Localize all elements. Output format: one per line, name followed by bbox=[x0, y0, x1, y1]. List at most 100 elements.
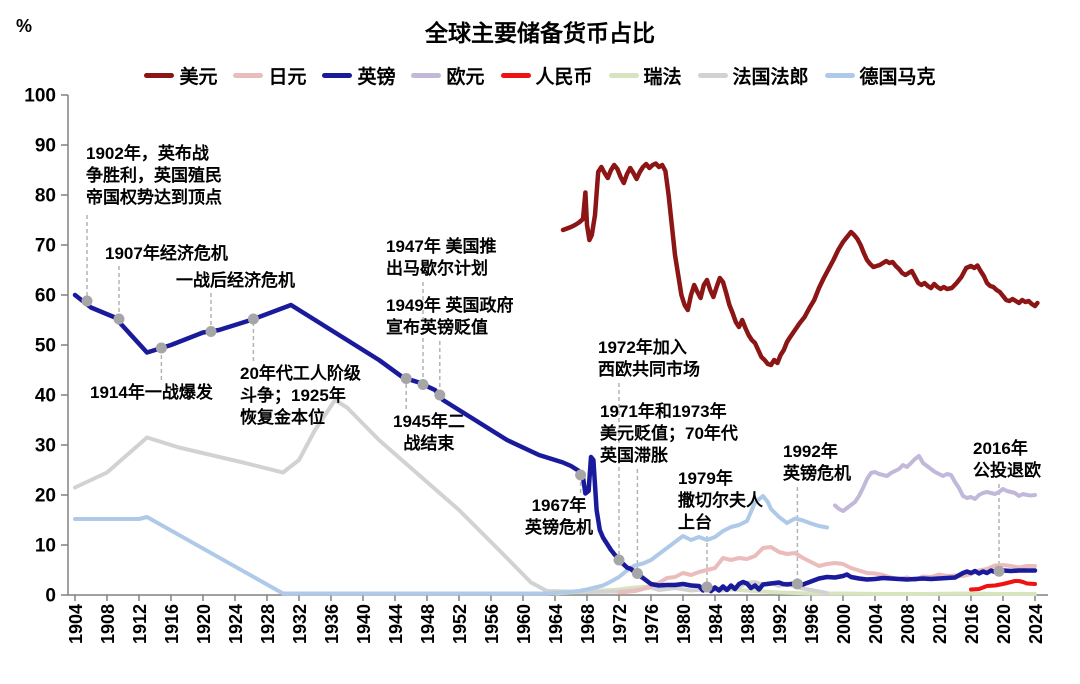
y-tick-label: 30 bbox=[35, 436, 56, 457]
annotation-1971-1973: 1971年和1973年 美元贬值；70年代 英国滞胀 bbox=[600, 402, 738, 465]
line-eur bbox=[833, 454, 1037, 513]
chart-title: 全球主要储备货币占比 bbox=[425, 20, 655, 46]
x-tick-label: 1972 bbox=[610, 604, 630, 644]
annotation-1967: 1967年 英镑危机 bbox=[525, 496, 593, 537]
annotation-1945: 1945年二 战结束 bbox=[393, 412, 465, 453]
y-tick-label: 90 bbox=[35, 136, 56, 157]
x-tick-label: 1940 bbox=[354, 604, 374, 644]
annotation-1907: 1907年经济危机 bbox=[105, 244, 228, 263]
y-tick-label: 70 bbox=[35, 236, 56, 257]
legend-item-jpy: 日元 bbox=[233, 62, 306, 89]
legend-item-dem: 德国马克 bbox=[824, 62, 936, 89]
line-rmb bbox=[969, 579, 1037, 592]
annotation-1972: 1972年加入 西欧共同市场 bbox=[598, 338, 700, 379]
x-tick-label: 1904 bbox=[66, 604, 86, 644]
line-gbp bbox=[72, 292, 1038, 594]
x-tick-label: 1992 bbox=[770, 604, 790, 644]
legend-label-gbp: 英镑 bbox=[357, 67, 396, 88]
annotation-dot-1967 bbox=[575, 469, 587, 481]
legend-label-dem: 德国马克 bbox=[859, 67, 936, 88]
legend-swatch-usd bbox=[144, 73, 175, 78]
annotation-dot-1992 bbox=[791, 578, 803, 590]
x-tick-label: 1976 bbox=[642, 604, 662, 644]
annotation-dot-postwar-crisis bbox=[205, 326, 217, 337]
x-tick-label: 2012 bbox=[930, 604, 950, 644]
legend-label-eur: 欧元 bbox=[446, 67, 485, 88]
annotation-dot-1902 bbox=[81, 295, 93, 307]
legend-swatch-eur bbox=[411, 73, 442, 78]
legend-label-chf: 瑞法 bbox=[643, 67, 682, 88]
legend-swatch-dem bbox=[824, 73, 855, 78]
x-tick-label: 1980 bbox=[674, 604, 694, 644]
y-tick-label: 10 bbox=[35, 536, 56, 557]
annotation-postwar-crisis: 一战后经济危机 bbox=[176, 271, 295, 290]
legend-swatch-chf bbox=[608, 73, 639, 78]
x-tick-label: 1924 bbox=[226, 604, 246, 644]
annotation-dot-1925 bbox=[247, 313, 259, 325]
legend-swatch-frf bbox=[697, 73, 728, 78]
legend-swatch-rmb bbox=[500, 73, 531, 78]
legend-label-usd: 美元 bbox=[179, 67, 218, 88]
x-tick-label: 2024 bbox=[1026, 604, 1046, 644]
x-tick-label: 1916 bbox=[162, 604, 182, 644]
x-tick-label: 2000 bbox=[834, 604, 854, 644]
annotation-dot-2016 bbox=[993, 565, 1005, 577]
legend-item-usd: 美元 bbox=[144, 62, 217, 89]
x-tick-label: 2004 bbox=[866, 604, 886, 644]
legend-label-rmb: 人民币 bbox=[535, 67, 593, 88]
x-tick-label: 2020 bbox=[994, 604, 1014, 644]
x-tick-label: 1912 bbox=[130, 604, 150, 644]
legend-item-chf: 瑞法 bbox=[608, 62, 682, 89]
annotation-1947: 1947年 美国推 出马歇尔计划 bbox=[386, 237, 497, 278]
x-tick-label: 1964 bbox=[546, 604, 566, 644]
line-dem bbox=[73, 494, 829, 596]
annotation-dot-1907 bbox=[113, 313, 125, 325]
annotation-1925: 20年代工人阶级 斗争；1925年 恢复金本位 bbox=[240, 364, 361, 427]
legend-item-frf: 法国法郎 bbox=[697, 62, 809, 89]
annotation-dot-1979 bbox=[701, 581, 713, 593]
y-tick-label: 100 bbox=[24, 86, 56, 107]
line-usd bbox=[560, 161, 1040, 368]
legend-label-jpy: 日元 bbox=[268, 67, 307, 88]
annotation-dot-1914 bbox=[155, 342, 167, 354]
x-tick-label: 1920 bbox=[194, 604, 214, 644]
annotation-1914: 1914年一战爆发 bbox=[90, 383, 213, 402]
x-tick-label: 2016 bbox=[962, 604, 982, 644]
x-tick-label: 1928 bbox=[258, 604, 278, 644]
x-tick-label: 1908 bbox=[98, 604, 118, 644]
x-tick-label: 1960 bbox=[514, 604, 534, 644]
x-tick-label: 1952 bbox=[450, 604, 470, 644]
annotation-dot-1949 bbox=[434, 389, 446, 401]
y-tick-label: 60 bbox=[35, 286, 56, 307]
legend: 美元 日元 英镑 欧元 人民币 瑞法 法国法郎 德国马克 bbox=[0, 62, 1080, 89]
legend-swatch-jpy bbox=[233, 73, 264, 78]
annotation-dot-1971-1973 bbox=[631, 568, 643, 579]
x-tick-label: 1968 bbox=[578, 604, 598, 644]
line-chf bbox=[553, 582, 1037, 596]
legend-label-frf: 法国法郎 bbox=[732, 67, 809, 88]
y-tick-label: 50 bbox=[35, 336, 56, 357]
y-tick-label: 80 bbox=[35, 186, 56, 207]
x-tick-label: 1984 bbox=[706, 604, 726, 644]
legend-item-gbp: 英镑 bbox=[322, 62, 395, 89]
y-axis-unit-label: % bbox=[16, 16, 33, 36]
annotation-dot-1947 bbox=[417, 379, 429, 390]
annotation-1949: 1949年 英国政府 宣布英镑贬值 bbox=[386, 296, 514, 337]
x-tick-label: 2008 bbox=[898, 604, 918, 644]
y-tick-label: 40 bbox=[35, 386, 56, 407]
y-tick-label: 20 bbox=[35, 486, 56, 507]
legend-item-eur: 欧元 bbox=[411, 62, 485, 89]
x-tick-label: 1956 bbox=[482, 604, 502, 644]
line-jpy bbox=[617, 545, 1037, 595]
x-tick-label: 1996 bbox=[802, 604, 822, 644]
x-tick-label: 1944 bbox=[386, 604, 406, 644]
y-tick-label: 0 bbox=[45, 586, 56, 607]
annotation-dot-1972 bbox=[613, 554, 625, 566]
annotation-2016: 2016年 公投退欧 bbox=[973, 439, 1041, 480]
legend-swatch-gbp bbox=[322, 73, 353, 78]
x-tick-label: 1932 bbox=[290, 604, 310, 644]
annotation-1979: 1979年 撒切尔夫人 上台 bbox=[678, 469, 763, 532]
x-tick-label: 1936 bbox=[322, 604, 342, 644]
